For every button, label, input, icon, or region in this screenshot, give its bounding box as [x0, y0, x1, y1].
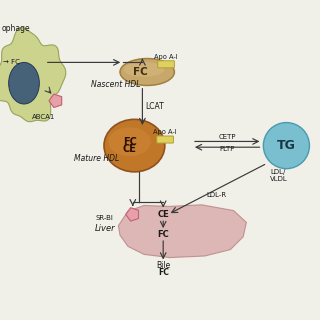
- Text: Mature HDL: Mature HDL: [74, 154, 119, 163]
- FancyBboxPatch shape: [158, 61, 174, 68]
- Ellipse shape: [120, 59, 174, 85]
- Text: FC: FC: [133, 67, 148, 77]
- Text: → FC: → FC: [3, 60, 20, 65]
- Text: SR-BI: SR-BI: [96, 215, 114, 220]
- Polygon shape: [0, 28, 66, 122]
- Text: CETP: CETP: [219, 133, 236, 140]
- Text: FC: FC: [158, 268, 169, 277]
- Text: Apo A-I: Apo A-I: [153, 129, 177, 135]
- Text: PLTP: PLTP: [220, 146, 235, 152]
- Text: ophage: ophage: [2, 24, 30, 33]
- Text: CE: CE: [123, 144, 137, 155]
- Text: FC: FC: [123, 137, 137, 148]
- Text: ABCA1: ABCA1: [31, 114, 55, 120]
- Text: Bile: Bile: [156, 261, 170, 270]
- Ellipse shape: [9, 62, 39, 104]
- Ellipse shape: [124, 62, 164, 77]
- Circle shape: [263, 123, 309, 169]
- Text: FC: FC: [157, 230, 169, 239]
- Ellipse shape: [108, 127, 151, 156]
- Polygon shape: [118, 205, 246, 258]
- Text: Apo A-I: Apo A-I: [154, 54, 178, 60]
- Text: Nascent HDL: Nascent HDL: [91, 80, 141, 89]
- FancyBboxPatch shape: [157, 136, 173, 143]
- Text: LCAT: LCAT: [145, 102, 164, 111]
- Text: LDL-R: LDL-R: [206, 192, 227, 198]
- Text: Liver: Liver: [94, 224, 115, 233]
- Text: LDL/: LDL/: [271, 169, 286, 175]
- Ellipse shape: [104, 119, 165, 172]
- Text: VLDL: VLDL: [269, 176, 287, 182]
- Text: CE: CE: [157, 210, 169, 219]
- Text: TG: TG: [277, 139, 296, 152]
